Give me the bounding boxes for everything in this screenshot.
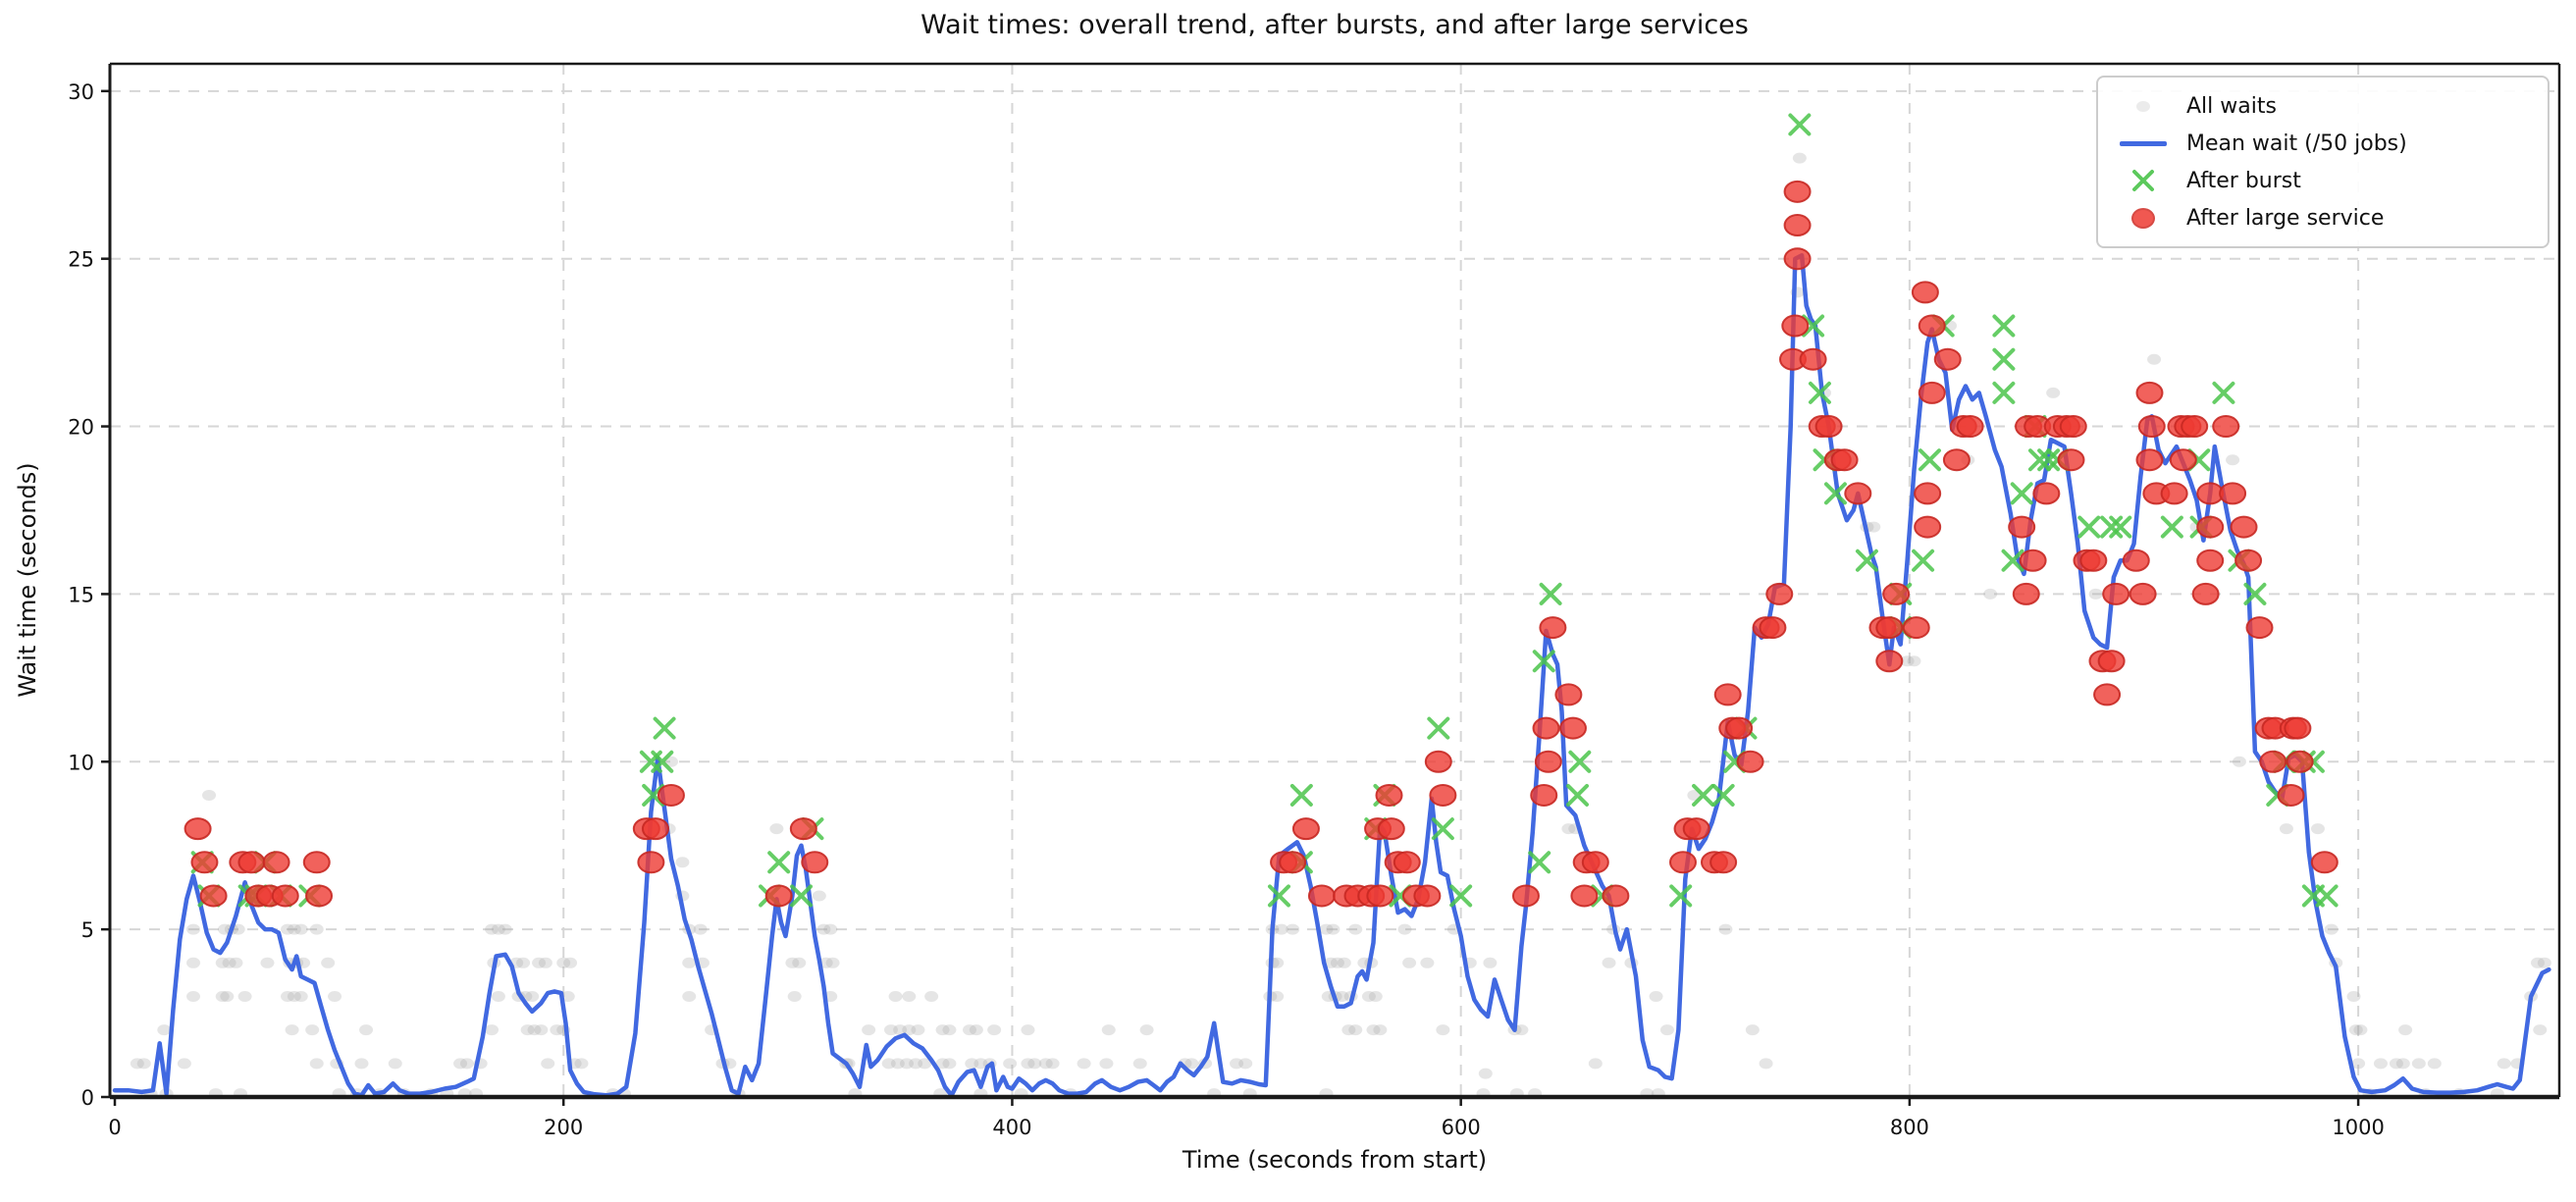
x-tick-label: 400 (992, 1116, 1031, 1139)
x-tick-label: 0 (108, 1116, 121, 1139)
x-tick-label: 800 (1890, 1116, 1929, 1139)
legend-label: After burst (2186, 168, 2301, 193)
legend-item-after-burst: After burst (2100, 162, 2542, 199)
tick-marks (101, 89, 2360, 1106)
x-tick-label: 600 (1442, 1116, 1481, 1139)
legend-label: After large service (2186, 205, 2385, 231)
series-mean-wait-line (112, 253, 2551, 1098)
y-tick-label: 0 (81, 1086, 94, 1110)
x-axis-label: Time (seconds from start) (1182, 1146, 1488, 1174)
axes-frame (108, 62, 2561, 1100)
legend-label: All waits (2186, 93, 2277, 119)
series-all-waits (130, 152, 2551, 1100)
legend-label: Mean wait (/50 jobs) (2186, 131, 2407, 156)
y-tick-label: 15 (68, 583, 94, 606)
y-tick-label: 10 (68, 751, 94, 774)
x-tick-label: 1000 (2332, 1116, 2384, 1139)
legend: All waits Mean wait (/50 jobs) After bur… (2096, 76, 2550, 248)
mean-line-icon (2100, 140, 2186, 146)
y-axis-label: Wait time (seconds) (14, 462, 41, 698)
series-after-burst (190, 113, 2339, 908)
legend-item-all-waits: All waits (2100, 87, 2542, 125)
y-tick-label: 30 (68, 80, 94, 104)
all-waits-dot-icon (2100, 100, 2186, 112)
legend-item-after-large-service: After large service (2100, 199, 2542, 236)
series-after-large-service (184, 180, 2339, 908)
y-tick-label: 25 (68, 248, 94, 272)
tick-labels: 0 200 400 600 800 1000 0 5 10 15 20 25 30 (68, 80, 2385, 1139)
legend-item-mean-wait: Mean wait (/50 jobs) (2100, 125, 2542, 162)
chart-title: Wait times: overall trend, after bursts,… (920, 10, 1749, 40)
burst-x-icon (2100, 168, 2186, 193)
x-tick-label: 200 (544, 1116, 583, 1139)
large-service-dot-icon (2100, 207, 2186, 229)
y-tick-label: 5 (81, 918, 94, 942)
y-tick-label: 20 (68, 416, 94, 440)
